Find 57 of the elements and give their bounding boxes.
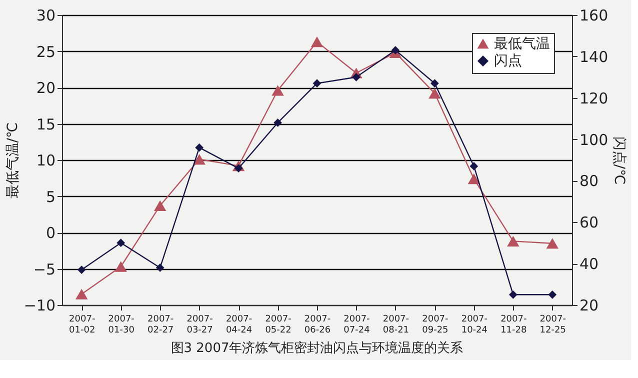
y2-tick-label: 40 xyxy=(580,255,599,274)
point xyxy=(508,290,518,299)
point xyxy=(77,266,86,274)
caption: 图3 2007年济炼气柜密封油闪点与环境温度的关系 xyxy=(170,340,464,356)
x-tick-label: 2007-01-30 xyxy=(108,314,135,336)
point xyxy=(116,238,126,248)
point xyxy=(428,88,441,99)
legend-label: 最低气温 xyxy=(494,36,550,52)
x-tick-label: 2007-11-28 xyxy=(500,314,527,336)
x-tick-label: 2007-12-25 xyxy=(540,314,566,336)
x-tick-label: 2007-02-27 xyxy=(148,314,174,336)
x-tick-label: 2007-08-21 xyxy=(382,314,410,336)
y-tick-label: 5 xyxy=(46,188,56,206)
y-tick-label: −5 xyxy=(33,260,56,278)
y-tick-label: 10 xyxy=(36,152,56,170)
y2-tick-label: 120 xyxy=(580,89,608,108)
point xyxy=(193,154,206,165)
x-tick-label: 2007-01-02 xyxy=(69,314,96,336)
point xyxy=(507,236,520,247)
y2-tick-label: 140 xyxy=(580,48,608,66)
point xyxy=(470,162,478,170)
point xyxy=(75,288,88,300)
point xyxy=(468,174,480,184)
y2-tick-label: 100 xyxy=(580,130,608,149)
point xyxy=(548,290,557,299)
point xyxy=(312,79,322,88)
y-tick-label: −10 xyxy=(24,296,56,314)
x-tick-label: 2007-07-24 xyxy=(344,314,370,336)
x-tick-label: 2007-03-27 xyxy=(186,314,213,336)
point xyxy=(274,118,282,127)
point xyxy=(195,143,204,152)
point xyxy=(154,200,166,211)
y-tick-label: 25 xyxy=(36,42,56,61)
y2-axis-title: 闪点/℃ xyxy=(611,136,628,185)
y2-tick-label: 80 xyxy=(580,172,599,190)
legend-label: 闪点 xyxy=(494,53,522,69)
y-tick-label: 0 xyxy=(46,224,56,242)
x-tick-label: 2007-04-24 xyxy=(226,314,252,336)
y-tick-label: 20 xyxy=(36,79,56,97)
point xyxy=(430,79,439,88)
y-tick-label: 30 xyxy=(36,6,56,24)
point xyxy=(272,85,284,96)
point xyxy=(352,72,360,82)
y-tick-label: 15 xyxy=(36,115,56,134)
x-tick-label: 2007-10-24 xyxy=(461,314,488,336)
x-tick-label: 2007-06-26 xyxy=(304,314,331,336)
x-tick-label: 2007-05-22 xyxy=(265,314,292,336)
point xyxy=(391,46,400,54)
y2-tick-label: 60 xyxy=(580,214,599,232)
y2-tick-label: 160 xyxy=(580,6,608,24)
point xyxy=(310,36,324,48)
point xyxy=(114,261,127,272)
x-tick-label: 2007-09-25 xyxy=(422,314,448,336)
y-axis-title: 最低气温/℃ xyxy=(4,122,21,199)
point xyxy=(546,238,559,249)
y2-tick-label: 20 xyxy=(580,296,599,314)
point xyxy=(156,264,164,272)
